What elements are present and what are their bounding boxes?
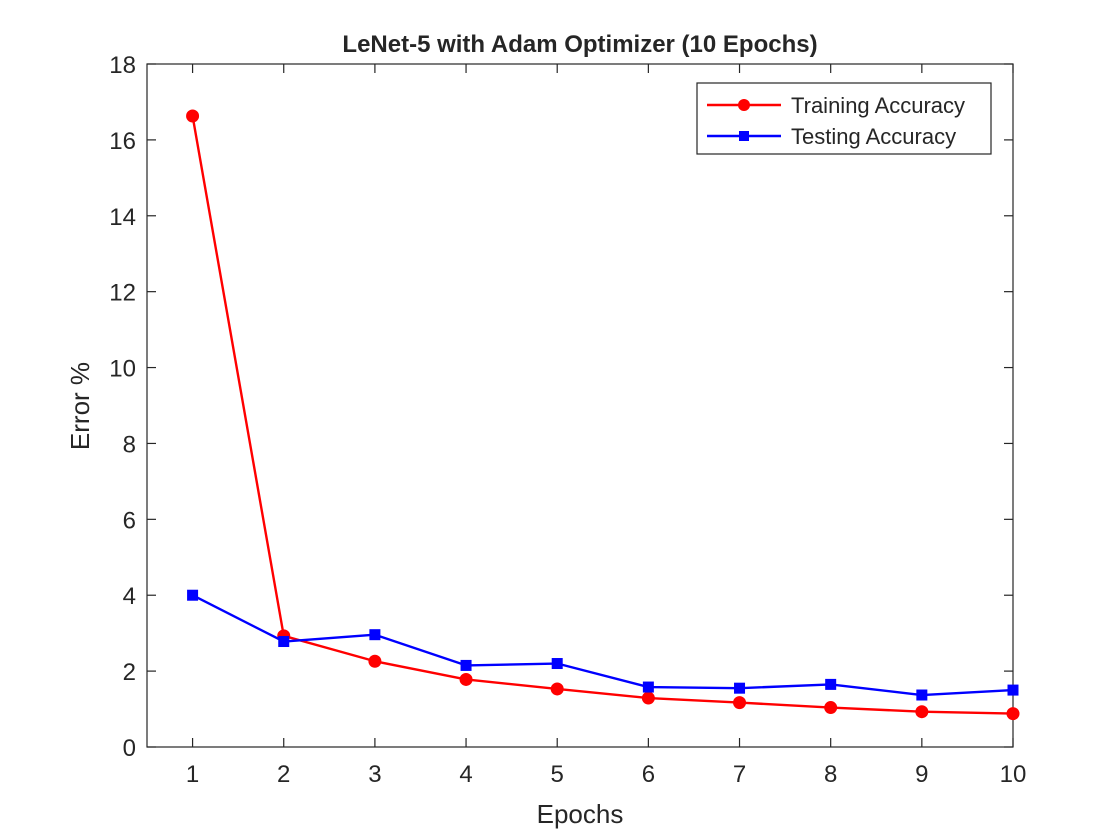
x-tick-label: 1 (186, 761, 199, 788)
y-tick-label: 10 (109, 356, 136, 383)
y-tick-label: 12 (109, 280, 136, 307)
chart-title: LeNet-5 with Adam Optimizer (10 Epochs) (342, 31, 817, 58)
y-axis-label: Error % (65, 362, 95, 450)
legend-label: Testing Accuracy (791, 124, 956, 149)
data-point (734, 682, 746, 694)
data-point (460, 659, 472, 671)
data-point (641, 691, 655, 705)
series-layer (186, 109, 1020, 721)
series-2 (187, 589, 1019, 701)
plot-area (146, 63, 1014, 748)
data-point (642, 681, 654, 693)
data-point (1006, 707, 1020, 721)
data-point (1007, 684, 1019, 696)
data-point (916, 689, 928, 701)
y-tick-label: 4 (123, 583, 136, 610)
x-tick-label: 10 (1000, 761, 1027, 788)
data-point (368, 654, 382, 668)
y-tick-label: 6 (123, 507, 136, 534)
y-tick-label: 16 (109, 128, 136, 155)
legend: Training Accuracy Testing Accuracy (696, 82, 992, 155)
data-point (186, 109, 200, 123)
x-tick-label: 9 (915, 761, 928, 788)
x-tick-label: 7 (733, 761, 746, 788)
x-tick-label: 8 (824, 761, 837, 788)
data-point (824, 701, 838, 715)
legend-item: Training Accuracy (707, 93, 965, 118)
x-tick-label: 3 (368, 761, 381, 788)
legend-marker (738, 99, 750, 111)
series-1 (186, 109, 1020, 721)
data-point (551, 658, 563, 670)
legend-label: Training Accuracy (791, 93, 965, 118)
x-tick-label: 4 (459, 761, 472, 788)
x-tick-label: 2 (277, 761, 290, 788)
data-point (733, 696, 747, 710)
series-line (191, 115, 1014, 715)
data-point (278, 636, 290, 648)
x-tick-label: 5 (551, 761, 564, 788)
data-point (915, 705, 929, 719)
y-tick-label: 8 (123, 431, 136, 458)
x-axis-label: Epochs (537, 799, 624, 829)
y-tick-label: 14 (109, 204, 136, 231)
data-point (187, 589, 199, 601)
legend-box (696, 82, 992, 155)
legend-marker (739, 131, 749, 141)
data-point (550, 682, 564, 696)
y-tick-label: 18 (109, 52, 136, 79)
data-point (825, 678, 837, 690)
series-line (192, 594, 1014, 697)
data-point (459, 672, 473, 686)
y-tick-label: 0 (123, 735, 136, 762)
data-point (369, 629, 381, 641)
legend-item: Testing Accuracy (707, 124, 956, 149)
y-tick-label: 2 (123, 659, 136, 686)
x-tick-label: 6 (642, 761, 655, 788)
